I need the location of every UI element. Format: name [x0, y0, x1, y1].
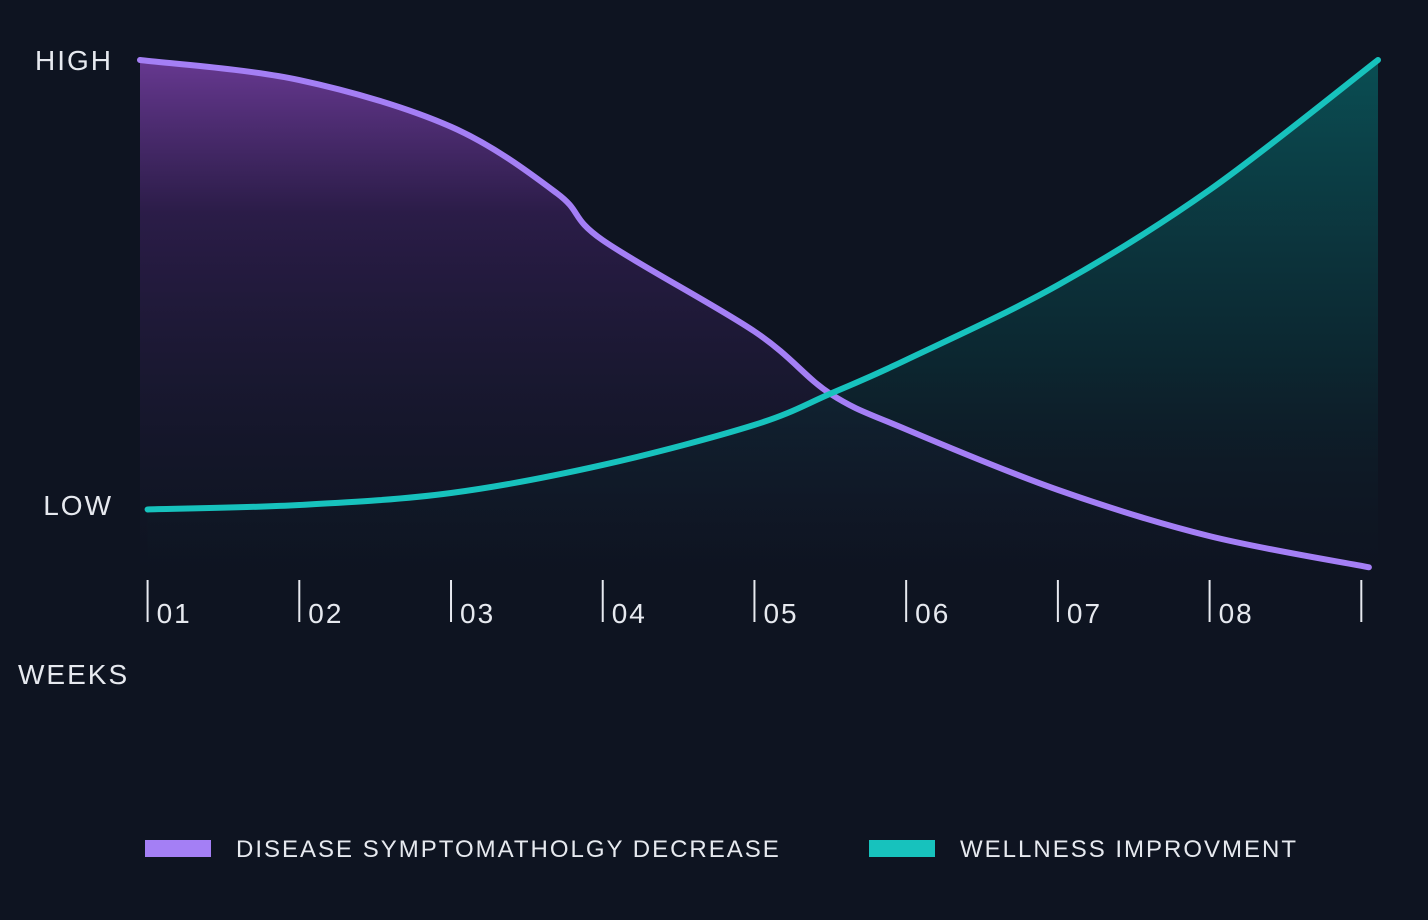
y-tick-label: LOW — [43, 490, 113, 521]
line — [137, 57, 1372, 571]
y-tick-label: HIGH — [35, 45, 113, 76]
x-tick-label: 08 — [1219, 598, 1254, 629]
area-fill — [147, 60, 1378, 572]
x-tick-label: 03 — [460, 598, 495, 629]
x-tick-label: 07 — [1067, 598, 1102, 629]
area-fill — [140, 60, 1369, 572]
legend-swatch — [869, 840, 935, 857]
x-tick-label: 04 — [612, 598, 647, 629]
x-tick-label: 01 — [157, 598, 192, 629]
x-axis-label: WEEKS — [18, 659, 129, 690]
legend-label: DISEASE SYMPTOMATHOLGY DECREASE — [236, 836, 781, 863]
x-tick-label: 05 — [763, 598, 798, 629]
legend-swatch — [145, 840, 211, 857]
line — [144, 57, 1381, 513]
legend-label: WELLNESS IMPROVMENT — [960, 836, 1298, 863]
x-tick-label: 02 — [308, 598, 343, 629]
x-tick-label: 06 — [915, 598, 950, 629]
